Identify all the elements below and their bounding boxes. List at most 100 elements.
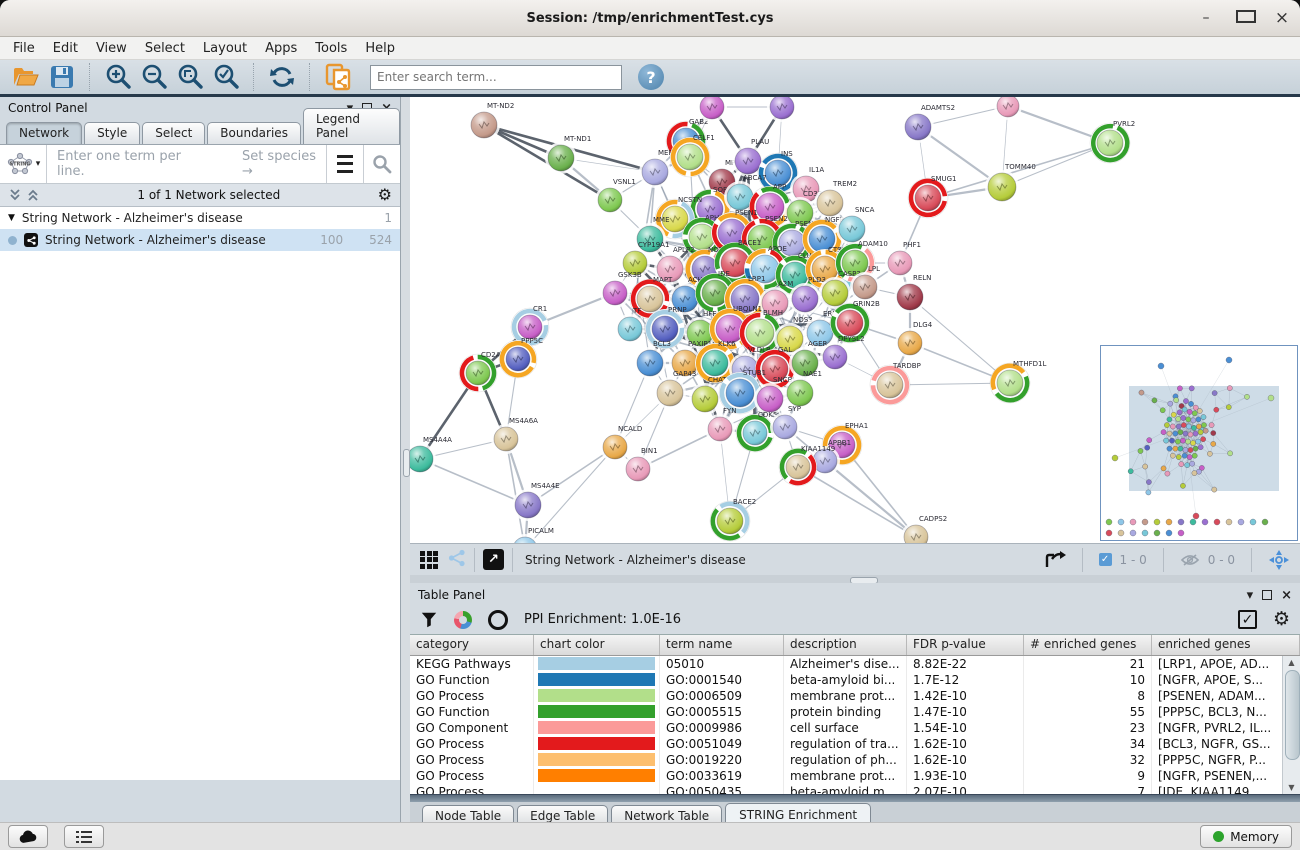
network-node[interactable]: CDK5: [735, 411, 777, 453]
string-search-icon[interactable]: [363, 145, 400, 183]
network-node[interactable]: BCL3: [634, 340, 671, 379]
open-file-icon[interactable]: [11, 62, 41, 92]
network-edge[interactable]: [797, 466, 917, 538]
table-panel-float-icon[interactable]: ▾: [1246, 587, 1254, 603]
tab-edge-table[interactable]: Edge Table: [517, 805, 609, 827]
network-node[interactable]: GAP43: [654, 370, 696, 409]
menu-tools[interactable]: Tools: [315, 40, 348, 56]
network-node[interactable]: STUB1: [718, 369, 766, 415]
table-row[interactable]: GO Function GO:0005515 protein binding 1.47…: [410, 704, 1300, 720]
network-edge[interactable]: [889, 382, 1011, 386]
network-edge[interactable]: [917, 126, 1003, 188]
network-node[interactable]: BIN1: [623, 447, 658, 484]
network-edge[interactable]: [527, 446, 616, 506]
network-node[interactable]: APLP2: [654, 246, 695, 285]
table-row[interactable]: GO Process GO:0006509 membrane prot... 1.42…: [410, 688, 1300, 704]
network-node[interactable]: APBB1: [810, 439, 851, 476]
network-node[interactable]: BLMH: [738, 309, 783, 355]
network-node[interactable]: PAXIP1: [669, 340, 712, 379]
string-logo-icon[interactable]: STRING ▾: [0, 145, 47, 183]
network-canvas[interactable]: MT-ND2 MT-ND1 VSNL1 GAB2 ADAMTS2 PVRL2 TOMM40 S…: [410, 97, 1300, 543]
network-node[interactable]: ACHE: [669, 276, 707, 315]
network-edge[interactable]: [927, 142, 1111, 199]
column-header[interactable]: # enriched genes: [1024, 635, 1152, 655]
network-node[interactable]: HFE: [684, 310, 717, 349]
menu-apps[interactable]: Apps: [265, 40, 298, 56]
network-edge[interactable]: [419, 458, 529, 506]
table-panel-close-icon[interactable]: ×: [1281, 587, 1292, 603]
column-header[interactable]: category: [410, 635, 534, 655]
maximize-button[interactable]: [1236, 9, 1256, 27]
tab-boundaries[interactable]: Boundaries: [207, 122, 301, 144]
table-row[interactable]: KEGG Pathways 05010 Alzheimer's dise... 8.8…: [410, 656, 1300, 672]
network-edge[interactable]: [525, 446, 616, 543]
close-button[interactable]: ×: [1274, 8, 1290, 28]
network-node[interactable]: [994, 97, 1022, 120]
network-node[interactable]: CADPS2: [901, 515, 947, 543]
menu-view[interactable]: View: [95, 40, 127, 56]
tab-legend-panel[interactable]: Legend Panel: [302, 108, 400, 144]
string-dropdown-caret[interactable]: ▾: [35, 159, 41, 169]
menu-layout[interactable]: Layout: [202, 40, 248, 56]
network-node[interactable]: DLG4: [895, 321, 933, 358]
network-node[interactable]: PPP5C: [498, 337, 543, 379]
table-scrollbar[interactable]: ▲ ▼: [1282, 656, 1300, 794]
memory-button[interactable]: Memory: [1200, 825, 1292, 848]
network-node[interactable]: MT-ND2: [468, 102, 514, 141]
network-node[interactable]: [767, 97, 797, 122]
zoom-fit-icon[interactable]: [175, 62, 205, 92]
network-node[interactable]: CASP3: [819, 270, 861, 309]
network-node[interactable]: NAE1: [784, 370, 822, 409]
network-node[interactable]: TARDBP: [869, 362, 921, 406]
network-node[interactable]: CHAT: [689, 376, 727, 415]
string-query-placeholder[interactable]: Enter one term per line.: [57, 149, 181, 179]
task-list-button[interactable]: [64, 825, 104, 848]
network-edge[interactable]: [505, 438, 525, 543]
menu-help[interactable]: Help: [365, 40, 395, 56]
network-node[interactable]: MME: [634, 216, 670, 255]
network-node[interactable]: TOMM40: [985, 163, 1036, 204]
network-node[interactable]: MEF2C: [639, 149, 682, 188]
grid-view-icon[interactable]: [420, 550, 438, 569]
detach-view-icon[interactable]: ↗: [483, 549, 504, 570]
network-node[interactable]: CD2AP: [458, 351, 505, 393]
share-view-icon[interactable]: [448, 549, 466, 571]
network-node[interactable]: ADAM10: [834, 240, 888, 284]
column-header[interactable]: term name: [660, 635, 784, 655]
network-node[interactable]: ADAMTS2: [902, 104, 955, 143]
table-panel-maximize-icon[interactable]: [1262, 590, 1273, 600]
scroll-down-icon[interactable]: ▼: [1288, 783, 1295, 792]
network-node[interactable]: NGFR: [801, 216, 845, 260]
network-node[interactable]: KIAA1149: [778, 445, 835, 487]
network-node[interactable]: DPYSL2: [820, 335, 865, 372]
network-row[interactable]: String Network - Alzheimer's disease 100…: [0, 229, 400, 251]
tab-select[interactable]: Select: [142, 122, 206, 144]
network-node[interactable]: CELF1: [669, 134, 715, 178]
network-node[interactable]: PICALM: [510, 527, 554, 543]
help-icon[interactable]: ?: [638, 64, 664, 90]
scrollbar-thumb[interactable]: [1284, 670, 1300, 760]
column-header[interactable]: FDR p-value: [907, 635, 1024, 655]
network-edge[interactable]: [909, 296, 1011, 384]
save-session-icon[interactable]: [47, 62, 77, 92]
network-node[interactable]: FYN: [705, 407, 737, 444]
network-node[interactable]: RELN: [894, 274, 931, 313]
horizontal-splitter[interactable]: [410, 575, 1300, 584]
clone-network-icon[interactable]: [323, 62, 353, 92]
network-node[interactable]: TREM2: [814, 180, 857, 219]
network-node[interactable]: PSENEN: [771, 220, 823, 264]
network-node[interactable]: GSK3B: [600, 271, 642, 308]
network-node[interactable]: PRNP: [644, 306, 687, 350]
network-node[interactable]: PLAU: [732, 138, 769, 177]
collapse-all-icon[interactable]: [8, 188, 22, 202]
select-columns-icon[interactable]: ✓: [1237, 610, 1257, 629]
zoom-out-icon[interactable]: [139, 62, 169, 92]
table-row[interactable]: GO Process GO:0050435 beta-amyloid m... 2.0…: [410, 784, 1300, 794]
network-node[interactable]: TF: [615, 307, 645, 344]
table-settings-gear-icon[interactable]: ⚙: [1272, 608, 1290, 630]
remove-chart-icon[interactable]: [488, 609, 508, 630]
refresh-icon[interactable]: [267, 62, 297, 92]
menu-select[interactable]: Select: [144, 40, 185, 56]
network-node[interactable]: CYP19A1: [620, 241, 669, 278]
network-node[interactable]: SNCB: [754, 376, 793, 415]
